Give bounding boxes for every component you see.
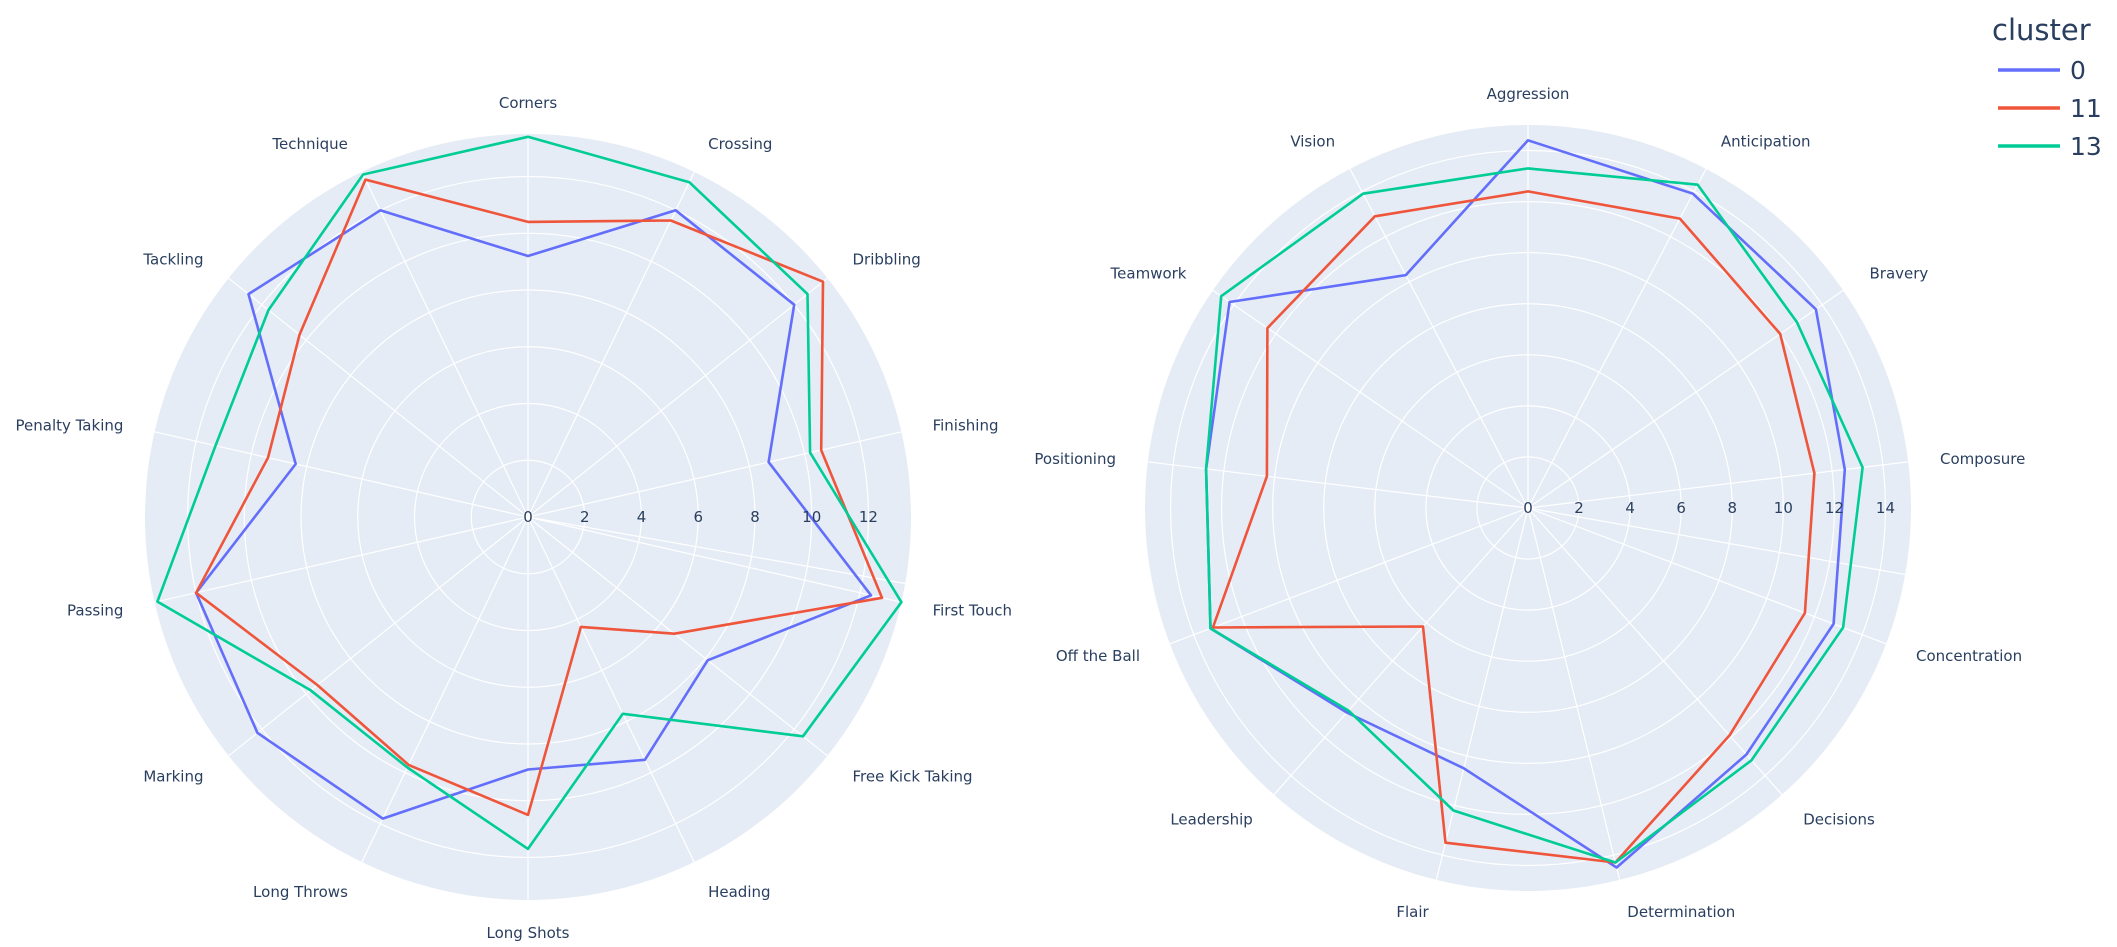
axis-label-free-kick-taking: Free Kick Taking <box>853 768 973 786</box>
axis-label-finishing: Finishing <box>933 417 999 435</box>
axis-label-positioning: Positioning <box>1034 450 1116 468</box>
radial-tick-label: 12 <box>859 508 878 526</box>
grid-spoke <box>1169 507 1529 645</box>
grid-spoke <box>361 516 529 863</box>
axis-label-technique: Technique <box>271 135 348 153</box>
legend: cluster 0 11 13 <box>1992 13 2102 161</box>
radial-tick-label: 4 <box>1625 499 1635 517</box>
axis-label-tackling: Tackling <box>142 250 203 268</box>
axis-label-vision: Vision <box>1290 133 1335 151</box>
axis-label-leadership: Leadership <box>1170 811 1252 829</box>
grid-spoke <box>154 516 529 603</box>
radial-tick-label: 2 <box>580 508 590 526</box>
grid-spoke <box>527 516 695 863</box>
radial-tick-label: 6 <box>1676 499 1686 517</box>
legend-label-11[interactable]: 11 <box>2070 94 2102 123</box>
grid-spoke <box>1435 507 1529 881</box>
axis-label-long-throws: Long Throws <box>253 883 348 901</box>
grid-spoke <box>527 516 828 757</box>
radial-tick-label: 10 <box>1774 499 1793 517</box>
series-0-trace <box>1204 139 1847 869</box>
grid-spoke <box>1527 507 1621 881</box>
axis-label-flair: Flair <box>1396 903 1429 921</box>
radial-tick-label: 8 <box>750 508 760 526</box>
grid-spoke <box>1349 168 1529 509</box>
axis-label-corners: Corners <box>499 94 557 112</box>
axis-label-marking: Marking <box>143 768 203 786</box>
radial-tick-label: 0 <box>1523 499 1533 517</box>
grid-spoke <box>228 277 529 518</box>
axis-label-aggression: Aggression <box>1487 85 1570 103</box>
axis-label-teamwork: Teamwork <box>1110 264 1187 282</box>
grid-spoke <box>361 171 529 518</box>
series-13-trace <box>1204 167 1864 864</box>
radial-tick-label: 6 <box>693 508 703 526</box>
grid-spoke <box>1527 507 1783 796</box>
series-11-trace <box>1211 190 1816 864</box>
axis-label-dribbling: Dribbling <box>853 250 921 268</box>
grid-spoke <box>1273 507 1529 796</box>
axis-label-anticipation: Anticipation <box>1721 133 1811 151</box>
axis-label-determination: Determination <box>1627 903 1735 921</box>
radial-axis-line <box>1527 507 1906 576</box>
axis-label-composure: Composure <box>1940 450 2025 468</box>
legend-label-13[interactable]: 13 <box>2070 132 2102 161</box>
axis-label-long-shots: Long Shots <box>487 924 570 942</box>
axis-label-passing: Passing <box>67 601 123 619</box>
axis-label-heading: Heading <box>708 883 770 901</box>
grid-spoke <box>527 431 902 518</box>
axis-label-concentration: Concentration <box>1916 647 2022 665</box>
grid-spoke <box>1527 507 1887 645</box>
axis-label-decisions: Decisions <box>1803 811 1875 829</box>
grid-spoke <box>1527 289 1844 509</box>
radial-axis-line <box>527 516 906 585</box>
radial-tick-label: 14 <box>1876 499 1895 517</box>
grid-spoke <box>228 516 529 757</box>
axis-label-crossing: Crossing <box>708 135 772 153</box>
series-0-trace <box>194 209 873 820</box>
axis-label-off-the-ball: Off the Ball <box>1056 647 1140 665</box>
radial-tick-label: 4 <box>637 508 647 526</box>
grid-spoke <box>1527 168 1707 509</box>
radial-tick-label: 10 <box>802 508 821 526</box>
grid-spoke <box>1147 461 1529 509</box>
grid-spoke <box>1212 289 1529 509</box>
grid-spoke <box>527 516 902 603</box>
axis-label-first-touch: First Touch <box>933 601 1012 619</box>
series-13-trace <box>156 135 903 851</box>
radial-tick-label: 8 <box>1727 499 1737 517</box>
legend-title: cluster <box>1992 13 2091 47</box>
axis-label-bravery: Bravery <box>1870 264 1929 282</box>
legend-label-0[interactable]: 0 <box>2070 56 2086 85</box>
grid-spoke <box>154 431 529 518</box>
grid-spoke <box>527 277 828 518</box>
grid-spoke <box>527 171 695 518</box>
radial-tick-label: 2 <box>1574 499 1584 517</box>
series-11-trace <box>194 178 884 817</box>
radar-chart-mental: 0 2 4 6 8 10 12 14 Aggression Anticipation Bravery… <box>1034 85 2025 921</box>
radar-chart-technical: 0 2 4 6 8 10 12 Corners Crossing Dribbling Finishi… <box>16 94 1012 942</box>
radial-tick-label: 12 <box>1825 499 1844 517</box>
axis-label-penalty-taking: Penalty Taking <box>16 417 124 435</box>
radial-tick-label: 0 <box>523 508 533 526</box>
